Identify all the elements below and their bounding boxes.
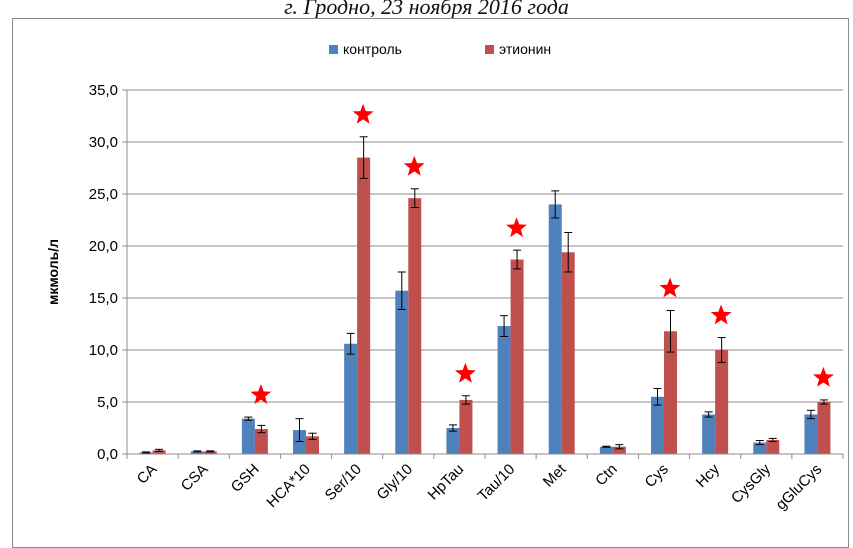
x-tick-label: Ctn (592, 461, 621, 490)
error-bar (704, 411, 713, 418)
error-bar (551, 190, 560, 219)
error-bar (461, 395, 470, 405)
bar-control (702, 414, 716, 454)
error-bar (193, 450, 202, 453)
bar-control (344, 343, 358, 454)
y-tick-label: 0,0 (97, 446, 118, 463)
error-bar (602, 445, 611, 448)
error-bar (308, 432, 317, 440)
error-bar (206, 450, 215, 453)
bar-control (446, 428, 460, 454)
error-bar (244, 416, 253, 421)
x-tick-label: HpTau (425, 461, 468, 504)
bar-control (804, 414, 818, 454)
bar-chart: 0,0 5,0 10,0 15,0 20,0 25,0 30,0 35,0 мкмоль/л CA… (45, 41, 844, 514)
y-tick-label: 35,0 (89, 82, 118, 99)
significance-star (455, 362, 476, 383)
bar-ethionine (664, 331, 677, 454)
x-tick-label: Tau/10 (475, 461, 519, 505)
significance-star (710, 304, 732, 325)
y-tick-label: 10,0 (89, 342, 118, 359)
error-bar (653, 387, 662, 406)
error-bar (819, 399, 828, 405)
x-tick-label: Ser/10 (322, 461, 365, 504)
bar-ethionine (612, 446, 626, 454)
error-bar (500, 315, 509, 337)
legend-label: контроль (343, 41, 402, 57)
bar-ethionine (817, 402, 831, 454)
x-tick-label: Cys (642, 461, 672, 491)
x-tick-label: CSA (178, 461, 212, 495)
bar-ethionine (357, 157, 371, 454)
error-bar (615, 444, 624, 450)
significance-star (506, 217, 527, 238)
x-tick-label: Met (540, 460, 570, 490)
bar-ethionine (715, 350, 729, 454)
y-axis-label: мкмоль/л (45, 239, 61, 305)
error-bar (257, 424, 266, 434)
bar-ethionine (766, 439, 780, 454)
bar-ethionine (459, 399, 473, 454)
error-bar (142, 451, 151, 454)
error-bar (397, 271, 406, 310)
y-tick-label: 20,0 (89, 238, 118, 255)
bar-ethionine (510, 259, 524, 454)
bar-ethionine (203, 451, 217, 454)
bar-ethionine (152, 450, 166, 454)
error-bar (806, 409, 815, 420)
x-tick-label: CysGly (728, 460, 775, 507)
bar-control (651, 396, 664, 454)
bar-control (395, 290, 409, 454)
legend-label: этионин (499, 41, 551, 57)
error-bar (666, 309, 675, 353)
bar-ethionine (254, 429, 268, 454)
x-tick-label: CA (134, 461, 161, 488)
x-tick-label: Gly/10 (373, 461, 416, 504)
bar-control (548, 204, 562, 454)
error-bar (346, 332, 355, 355)
x-tick-label: Hcy (693, 460, 724, 491)
figure-caption: г. Гродно, 23 ноября 2016 года (284, 0, 569, 19)
error-bar (513, 249, 522, 270)
significance-star (403, 155, 425, 176)
error-bar (155, 448, 164, 452)
significance-star (813, 366, 834, 387)
error-bar (717, 337, 726, 363)
significance-star (352, 103, 374, 124)
bar-control (241, 418, 255, 454)
bar-control (293, 430, 306, 454)
legend-swatch (329, 45, 338, 54)
bar-control (497, 326, 511, 454)
bar-control (190, 451, 204, 454)
y-tick-label: 5,0 (97, 394, 118, 411)
legend-swatch (485, 45, 494, 54)
significance-star (659, 277, 681, 298)
y-tick-label: 15,0 (89, 290, 118, 307)
error-bar (359, 136, 368, 179)
y-tick-label: 25,0 (89, 186, 118, 203)
x-tick-label: GSH (228, 461, 263, 496)
significance-star (250, 384, 272, 404)
error-bar (564, 231, 573, 273)
bar-ethionine (306, 436, 319, 454)
error-bar (410, 188, 419, 209)
y-tick-label: 30,0 (89, 134, 118, 151)
error-bar (448, 424, 457, 432)
error-bar (755, 439, 764, 446)
bar-ethionine (408, 198, 422, 454)
error-bar (768, 437, 777, 443)
error-bar (295, 418, 304, 443)
bar-ethionine (561, 252, 575, 454)
chart-frame (12, 18, 849, 548)
x-tick-label: HCA*10 (263, 461, 313, 511)
x-tick-label: gGluCys (773, 461, 826, 514)
bar-control (753, 442, 767, 454)
bar-control (599, 446, 613, 454)
